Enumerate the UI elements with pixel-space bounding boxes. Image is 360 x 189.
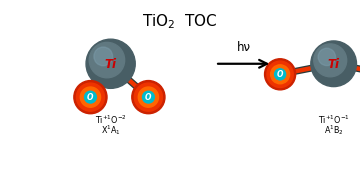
Circle shape: [275, 69, 285, 80]
Text: TiO$_2$  TOC: TiO$_2$ TOC: [142, 12, 218, 31]
Circle shape: [271, 65, 289, 84]
Circle shape: [76, 83, 104, 111]
Circle shape: [94, 47, 113, 66]
Circle shape: [138, 87, 158, 107]
Circle shape: [74, 81, 107, 114]
Circle shape: [265, 59, 296, 90]
Text: hν: hν: [237, 41, 251, 54]
Circle shape: [86, 39, 135, 88]
Circle shape: [314, 44, 347, 77]
Circle shape: [143, 91, 154, 103]
Text: Ti$^{+1}$O$^{-2}$: Ti$^{+1}$O$^{-2}$: [95, 114, 127, 126]
Text: O: O: [87, 93, 94, 102]
Text: A$^1$B$_2$: A$^1$B$_2$: [324, 124, 344, 137]
Circle shape: [89, 42, 125, 78]
Circle shape: [267, 61, 293, 88]
Circle shape: [85, 91, 96, 103]
Circle shape: [311, 41, 356, 87]
Text: O: O: [145, 93, 152, 102]
Circle shape: [132, 81, 165, 114]
Text: Ti$^{+1}$O$^{-1}$: Ti$^{+1}$O$^{-1}$: [318, 114, 350, 126]
Text: X$^1$A$_1$: X$^1$A$_1$: [101, 124, 121, 137]
Text: Ti: Ti: [328, 58, 339, 71]
Circle shape: [134, 83, 162, 111]
Text: Ti: Ti: [105, 59, 117, 71]
Circle shape: [80, 87, 100, 107]
Text: O: O: [277, 70, 283, 79]
Circle shape: [318, 48, 336, 66]
